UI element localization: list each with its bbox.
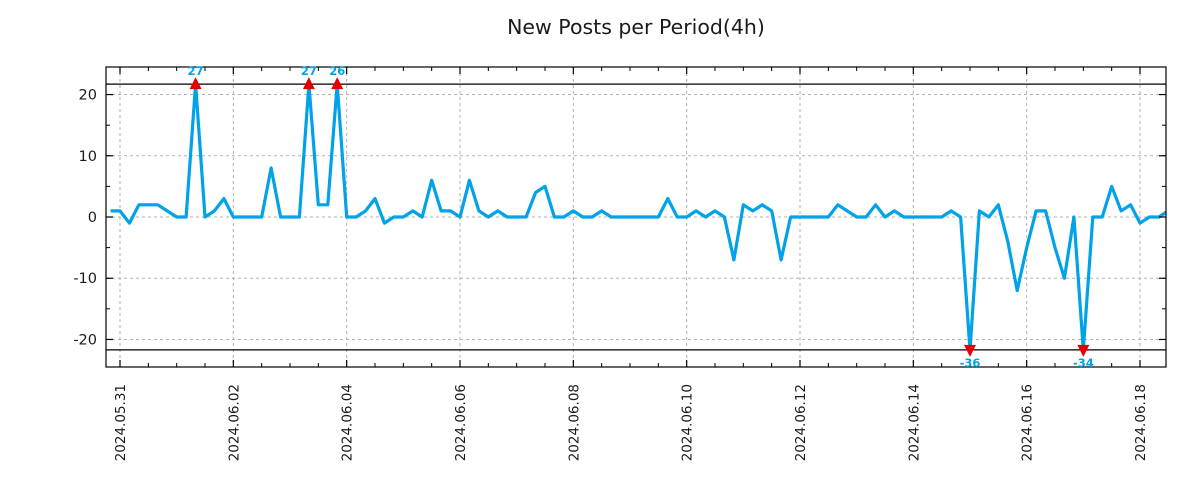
dip-marker-icon [1077, 344, 1090, 357]
svg-text:10: 10 [79, 149, 97, 165]
svg-text:2024.06.06: 2024.06.06 [453, 384, 469, 461]
svg-text:2024.06.02: 2024.06.02 [226, 384, 242, 461]
chart-title: New Posts per Period(4h) [507, 15, 765, 39]
peak-marker-icon [302, 77, 315, 90]
peak-value-label: 27 [188, 64, 204, 78]
peak-marker-icon [331, 77, 344, 90]
svg-text:2024.06.16: 2024.06.16 [1020, 384, 1036, 461]
svg-text:20: 20 [79, 88, 97, 104]
svg-text:2024.06.18: 2024.06.18 [1133, 384, 1149, 461]
peak-marker-icon [189, 77, 202, 90]
extreme-labels: 27 27 26 -36 -34 [188, 64, 1094, 370]
svg-text:2024.06.14: 2024.06.14 [906, 384, 922, 461]
dip-value-label: -36 [960, 356, 981, 370]
svg-text:2024.06.10: 2024.06.10 [680, 384, 696, 461]
data-line [110, 82, 1166, 352]
svg-text:2024.06.12: 2024.06.12 [793, 384, 809, 461]
svg-text:2024.06.04: 2024.06.04 [340, 384, 356, 461]
svg-text:-20: -20 [73, 332, 97, 348]
peak-value-label: 27 [301, 64, 317, 78]
x-tick-labels: 2024.05.31 2024.06.02 2024.06.04 2024.06.06… [113, 384, 1149, 461]
svg-text:-10: -10 [73, 271, 97, 287]
axis-ticks [106, 67, 1166, 367]
y-tick-labels: -20 -10 0 10 20 [73, 88, 97, 349]
dip-marker-icon [964, 344, 976, 357]
extreme-markers [189, 77, 1090, 357]
clip-limit-lines [106, 83, 1166, 351]
svg-text:2024.06.08: 2024.06.08 [566, 384, 582, 461]
plot-area: -20 -10 0 10 20 2024.05.31 2024.06.02 2024.06.0… [73, 64, 1167, 461]
svg-text:2024.05.31: 2024.05.31 [113, 384, 129, 461]
peak-value-label: 26 [329, 64, 345, 78]
dip-value-label: -34 [1073, 356, 1094, 370]
svg-text:0: 0 [88, 210, 97, 226]
